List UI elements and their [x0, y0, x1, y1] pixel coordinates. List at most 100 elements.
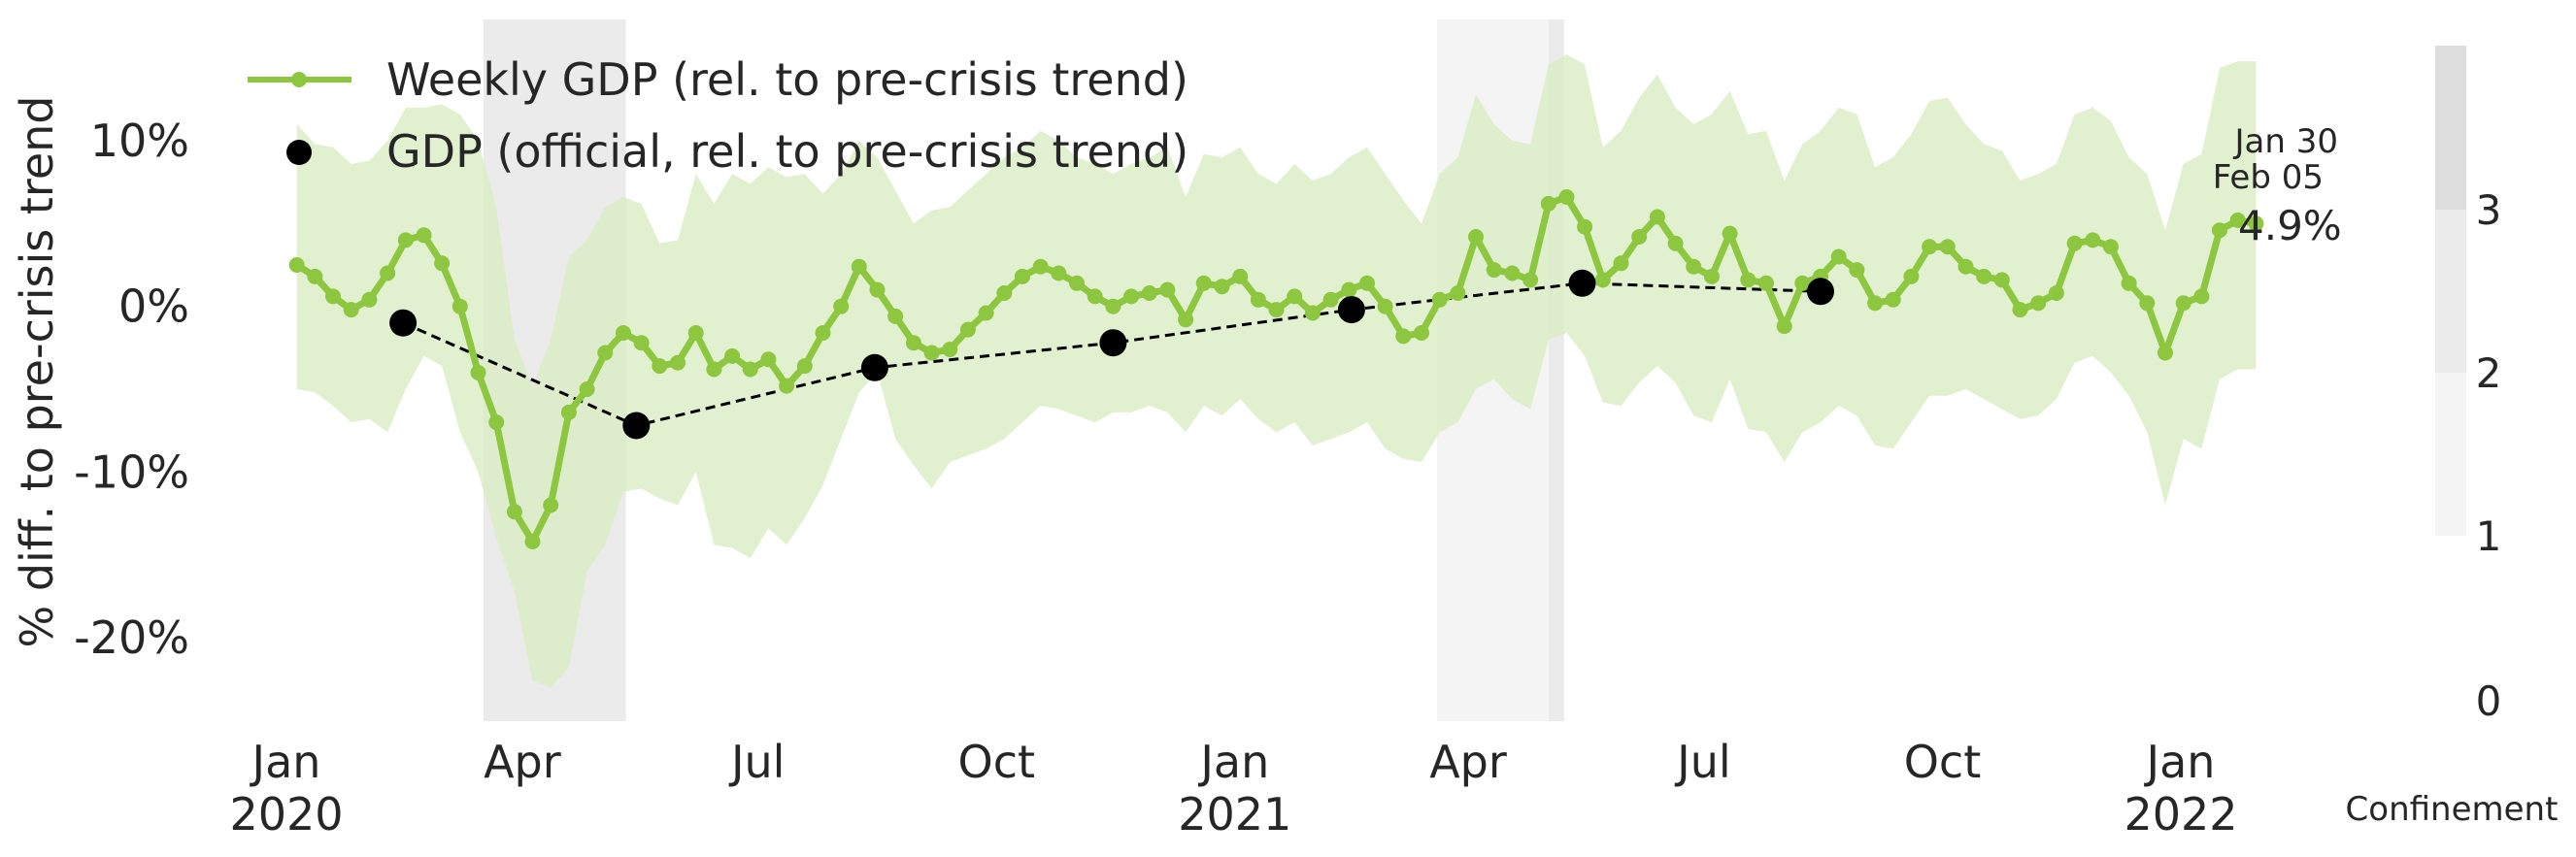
weekly-gdp-point-65 — [1468, 229, 1484, 245]
official-gdp-point-3 — [1099, 329, 1127, 357]
weekly-gdp-point-25 — [742, 361, 758, 378]
x-tick-label-6: Jul — [1674, 736, 1731, 788]
weekly-gdp-point-99 — [2085, 232, 2101, 248]
weekly-gdp-point-45 — [1105, 298, 1121, 314]
weekly-gdp-point-29 — [815, 325, 831, 341]
weekly-gdp-point-76 — [1667, 235, 1684, 251]
weekly-gdp-point-50 — [1195, 275, 1212, 291]
colorbar-tick-1: 1 — [2476, 512, 2502, 560]
weekly-gdp-point-6 — [397, 232, 414, 248]
weekly-gdp-point-46 — [1123, 288, 1140, 305]
weekly-gdp-point-9 — [452, 298, 468, 314]
weekly-gdp-point-95 — [2012, 302, 2028, 318]
weekly-gdp-point-54 — [1268, 302, 1285, 318]
weekly-gdp-point-77 — [1686, 258, 1702, 275]
weekly-gdp-point-11 — [488, 414, 505, 431]
weekly-gdp-point-89 — [1903, 268, 1920, 284]
colorbar-tick-0: 0 — [2476, 677, 2502, 725]
weekly-gdp-point-81 — [1758, 275, 1774, 291]
weekly-gdp-point-40 — [1015, 268, 1030, 284]
weekly-gdp-point-70 — [1558, 189, 1575, 205]
weekly-gdp-point-80 — [1740, 272, 1756, 288]
x-tick-label-5: Apr — [1429, 736, 1507, 788]
weekly-gdp-point-0 — [288, 257, 305, 273]
weekly-gdp-point-72 — [1594, 272, 1611, 288]
colorbar-segment-3 — [2435, 46, 2466, 210]
weekly-gdp-point-31 — [851, 258, 867, 275]
official-gdp-point-0 — [389, 309, 418, 337]
legend-weekly-marker — [291, 72, 307, 87]
colorbar-label: Confinement — [2346, 790, 2559, 829]
weekly-gdp-point-51 — [1214, 279, 1230, 295]
weekly-gdp-point-28 — [796, 358, 813, 375]
weekly-gdp-point-49 — [1178, 312, 1194, 328]
weekly-gdp-point-104 — [2175, 295, 2191, 312]
weekly-gdp-point-5 — [380, 265, 396, 281]
weekly-gdp-point-59 — [1359, 275, 1375, 291]
weekly-gdp-point-48 — [1159, 281, 1176, 298]
weekly-gdp-point-68 — [1522, 272, 1539, 288]
weekly-gdp-point-86 — [1849, 262, 1865, 279]
weekly-gdp-point-41 — [1032, 258, 1049, 275]
weekly-gdp-point-38 — [978, 305, 994, 321]
official-gdp-point-6 — [1807, 278, 1834, 306]
weekly-gdp-point-94 — [1993, 272, 2010, 288]
weekly-gdp-point-97 — [2048, 285, 2064, 301]
official-gdp-point-4 — [1337, 296, 1365, 324]
weekly-gdp-point-79 — [1722, 225, 1738, 242]
weekly-gdp-confidence-band — [296, 54, 2257, 688]
weekly-gdp-point-18 — [616, 325, 631, 341]
x-tick-label-4-year: 2021 — [1178, 788, 1291, 841]
weekly-gdp-point-62 — [1414, 325, 1429, 341]
weekly-gdp-point-102 — [2139, 295, 2156, 312]
x-tick-label-4: Jan — [1197, 736, 1269, 788]
weekly-gdp-point-10 — [470, 364, 486, 380]
weekly-gdp-point-55 — [1287, 288, 1303, 305]
weekly-gdp-point-92 — [1957, 258, 1974, 275]
colorbar-segment-2 — [2435, 210, 2466, 373]
weekly-gdp-point-98 — [2066, 235, 2083, 251]
x-tick-label-0-year: 2020 — [229, 788, 343, 841]
weekly-gdp-point-100 — [2102, 239, 2119, 255]
weekly-gdp-point-24 — [724, 347, 741, 364]
weekly-gdp-point-63 — [1431, 291, 1448, 308]
weekly-gdp-point-43 — [1069, 275, 1085, 291]
weekly-gdp-point-3 — [343, 302, 359, 318]
x-tick-label-0: Jan — [250, 736, 321, 788]
y-tick-label-1: 0% — [118, 280, 189, 333]
weekly-gdp-point-108 — [2248, 215, 2264, 232]
weekly-gdp-point-78 — [1703, 268, 1720, 284]
x-tick-label-8-year: 2022 — [2124, 788, 2237, 841]
weekly-gdp-point-26 — [760, 351, 777, 368]
weekly-gdp-point-17 — [597, 345, 614, 361]
weekly-gdp-point-30 — [833, 298, 850, 314]
weekly-gdp-point-107 — [2229, 212, 2246, 228]
annotation-date-2: Feb 05 — [2213, 158, 2324, 197]
weekly-gdp-point-53 — [1250, 291, 1266, 308]
x-tick-label-7: Oct — [1904, 736, 1982, 788]
legend-item-official-gdp: GDP (official, rel. to pre-crisis trend) — [286, 125, 1188, 178]
last-value-annotation: Jan 30 Feb 05 4.9% — [2213, 122, 2342, 249]
weekly-gdp-series — [288, 189, 2264, 549]
weekly-gdp-point-60 — [1377, 298, 1393, 314]
legend-weekly-label: Weekly GDP (rel. to pre-crisis trend) — [386, 53, 1188, 106]
annotation-last-value: 4.9% — [2238, 202, 2342, 249]
weekly-gdp-point-1 — [307, 268, 323, 284]
weekly-gdp-point-56 — [1304, 305, 1321, 321]
x-tick-label-3: Oct — [958, 736, 1036, 788]
weekly-gdp-point-64 — [1450, 285, 1466, 301]
weekly-gdp-point-42 — [1051, 265, 1067, 281]
weekly-gdp-point-19 — [633, 335, 650, 351]
weekly-gdp-point-74 — [1631, 229, 1648, 245]
weekly-gdp-point-52 — [1232, 268, 1249, 284]
weekly-gdp-point-85 — [1830, 248, 1847, 265]
y-tick-label-3: -20% — [74, 611, 189, 664]
weekly-gdp-point-58 — [1341, 281, 1357, 298]
weekly-gdp-point-105 — [2193, 288, 2210, 305]
confinement-colorbar: 0 1 2 3 Confinement — [2346, 46, 2559, 829]
weekly-gdp-point-69 — [1540, 195, 1556, 212]
weekly-gdp-point-35 — [923, 345, 940, 361]
x-tick-label-2: Jul — [728, 736, 786, 788]
colorbar-segments — [2435, 46, 2466, 701]
weekly-gdp-point-57 — [1322, 291, 1339, 308]
